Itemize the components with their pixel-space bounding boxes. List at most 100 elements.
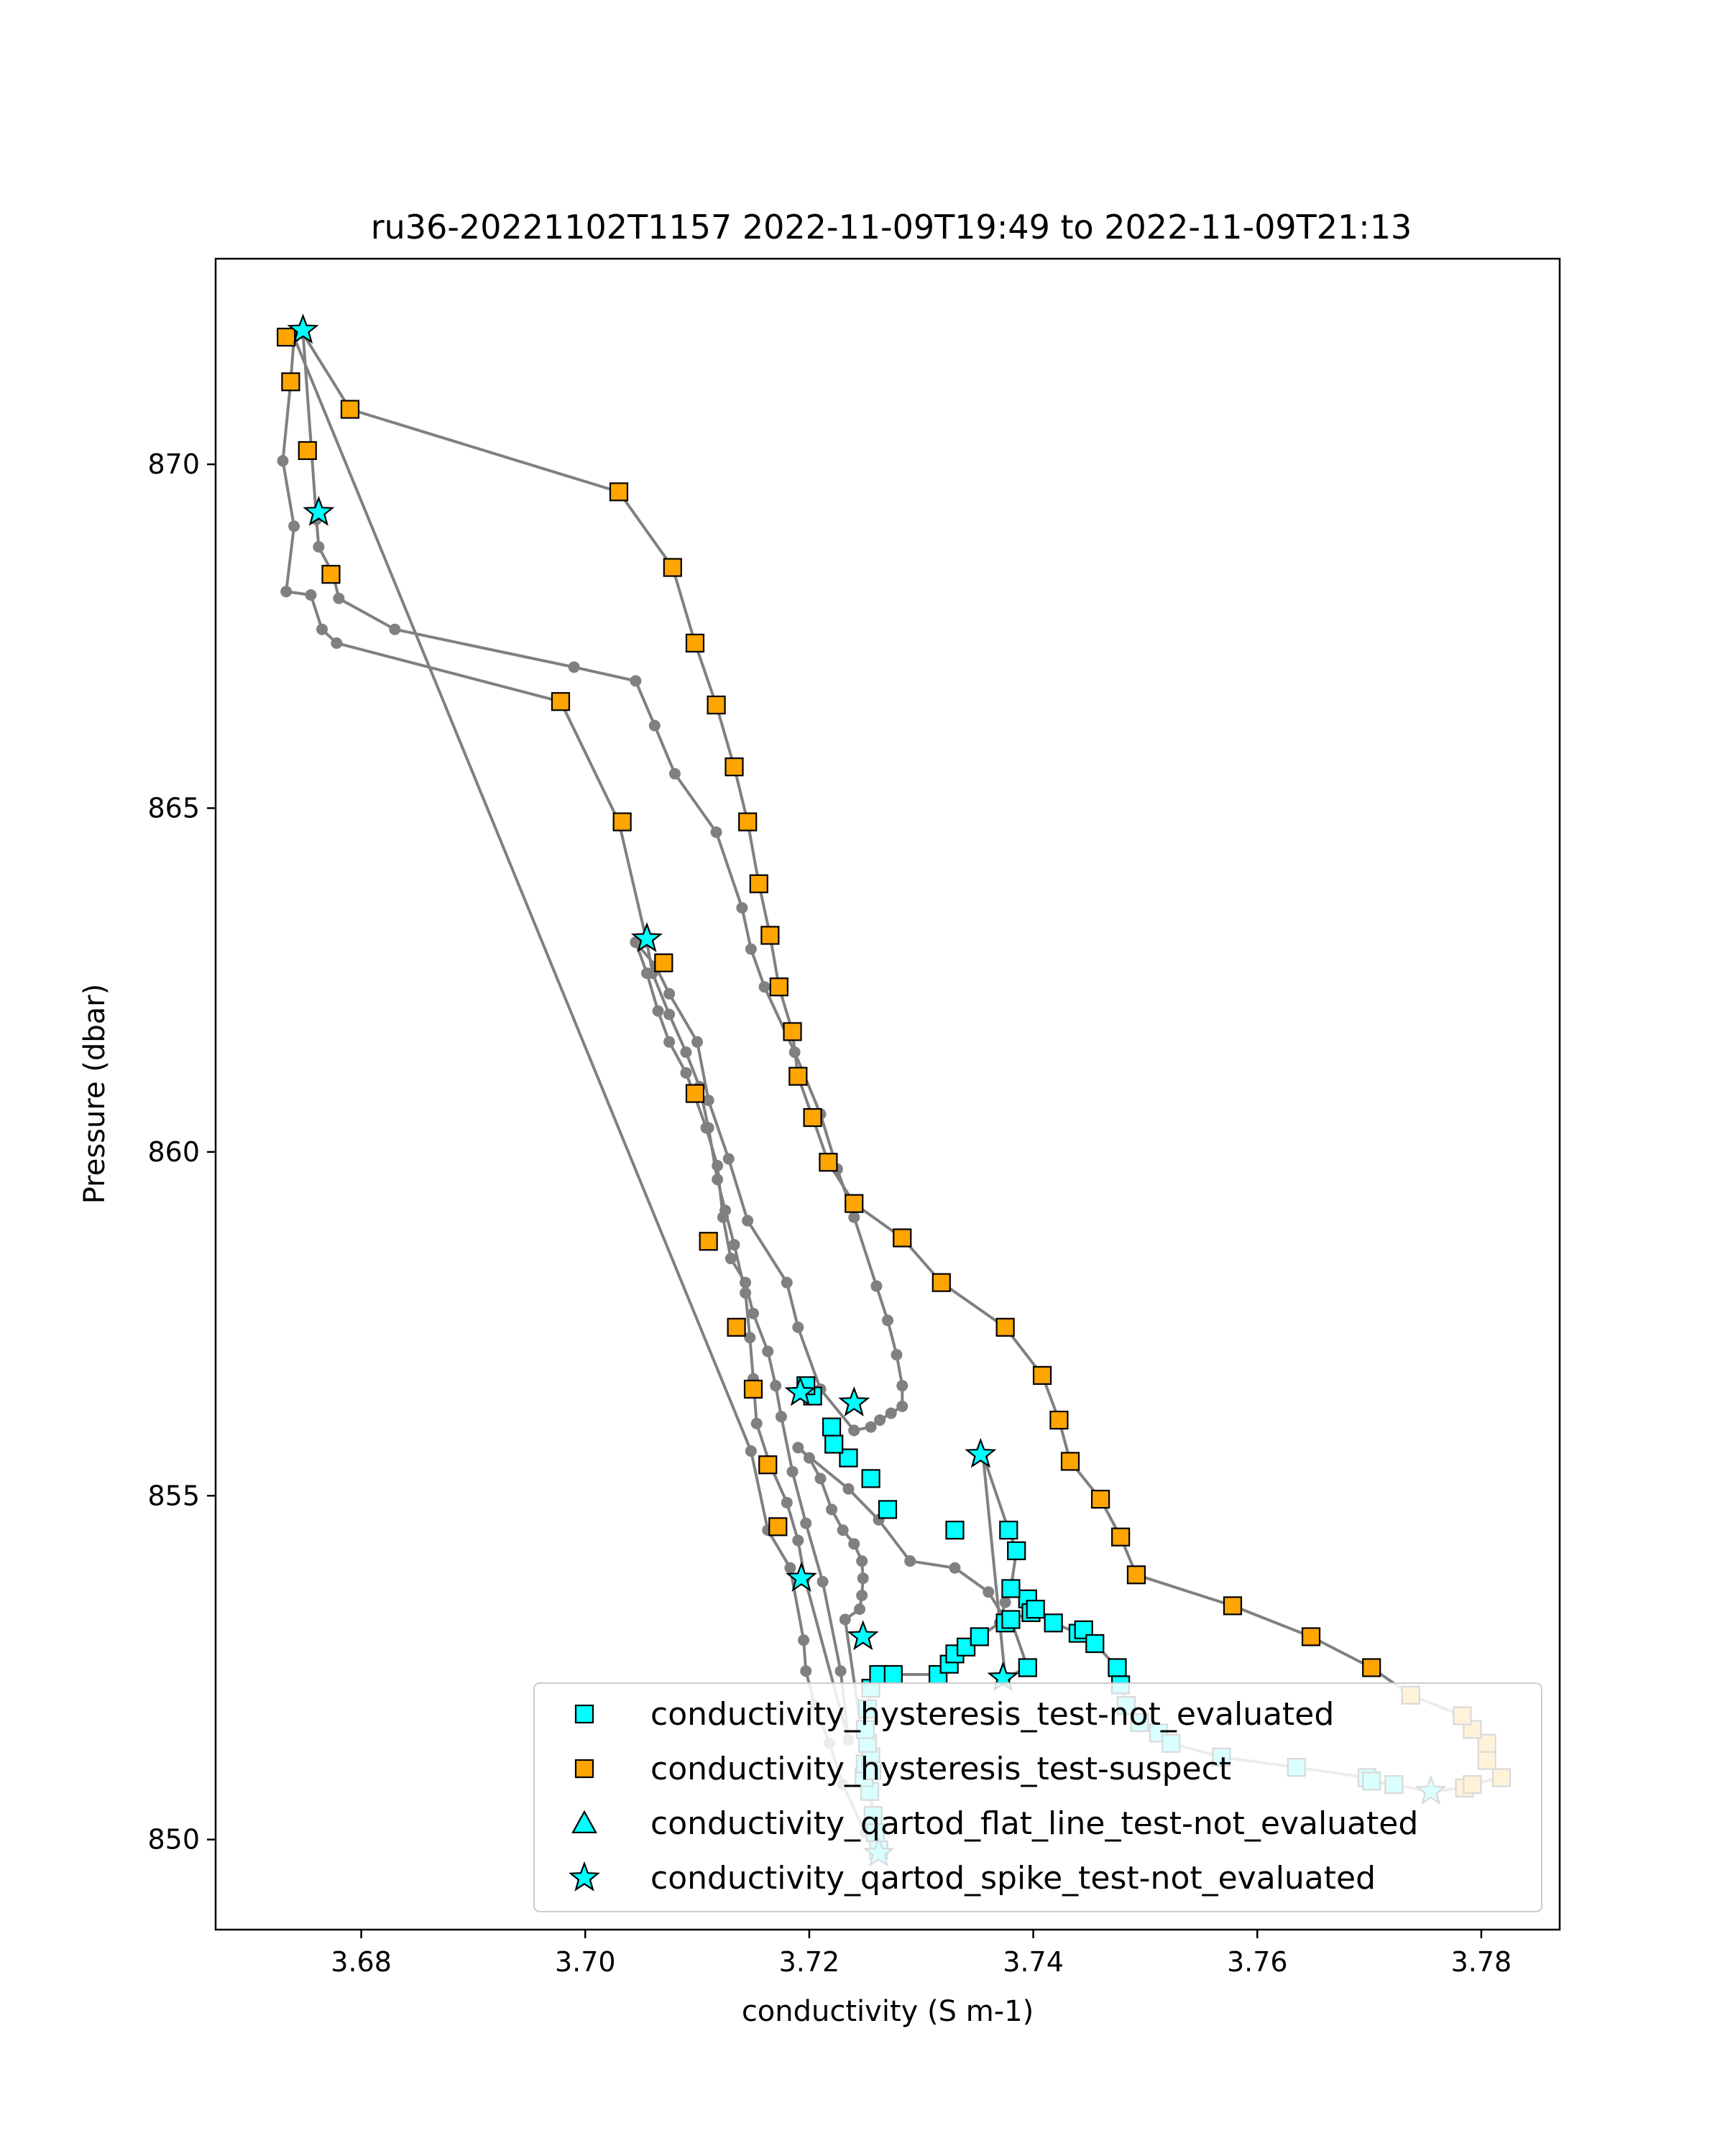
square-marker [609,482,629,502]
square-marker [663,558,682,577]
profile-point [680,1046,692,1059]
series-4 [287,313,1447,1867]
spike-star-marker [847,1620,879,1651]
profile-point [792,1442,804,1454]
profile-point [792,1534,804,1547]
spike-star-marker [786,1561,817,1592]
x-tick-label: 3.74 [1003,1946,1064,1978]
square-marker [1074,1620,1093,1639]
square-marker [1301,1627,1321,1646]
square-marker [970,1627,989,1646]
legend-label: conductivity_qartod_flat_line_test-not_e… [650,1805,1418,1842]
square-marker [1049,1410,1069,1430]
square-marker [298,441,317,461]
square-marker [1090,1489,1110,1509]
square-marker [945,1521,965,1540]
spike-star-marker [965,1437,997,1468]
square-marker [724,757,744,777]
profile-point [826,1503,838,1516]
chart-title: ru36-20221102T1157 2022-11-09T19:49 to 2… [371,208,1412,247]
profile-point [745,943,757,955]
square-marker [932,1273,951,1292]
square-marker [1362,1658,1381,1677]
profile-point [740,1276,752,1289]
profile-point [798,1634,810,1646]
profile-point [748,1307,759,1319]
square-marker [707,695,726,715]
legend-item: conductivity_qartod_spike_test-not_evalu… [569,1860,1376,1897]
square-marker [685,633,705,653]
profile-point [848,1424,860,1437]
profile-point [885,1407,897,1419]
x-tick-label: 3.72 [779,1946,840,1978]
profile-point [803,1452,815,1464]
profile-point [848,1211,860,1223]
profile-point [702,1122,714,1134]
profile-point [710,826,722,838]
profile-point [744,1332,756,1344]
profile-point [842,1483,855,1495]
profile-point [882,1314,893,1327]
profile-point [983,1586,995,1598]
square-marker [654,953,673,972]
spike-star-marker [838,1386,870,1416]
square-marker [743,1379,763,1399]
profile-point [874,1414,886,1427]
square-marker [277,327,296,347]
legend-label: conductivity_hysteresis_test-suspect [650,1751,1231,1787]
profile-point [814,1473,827,1485]
square-marker [803,1107,822,1128]
legend-triangle-marker [571,1810,597,1833]
square-marker [749,874,768,893]
square-marker [845,1194,864,1213]
square-marker [999,1521,1018,1540]
square-marker [321,565,341,584]
square-marker [861,1469,880,1488]
y-tick-label: 870 [147,448,200,480]
legend-item: conductivity_qartod_flat_line_test-not_e… [571,1805,1418,1842]
profile-point [800,1517,812,1529]
y-tick-label: 855 [147,1480,200,1511]
profile-point [719,1204,732,1217]
square-marker [1111,1527,1131,1547]
profile-point [568,661,580,673]
y-tick-label: 860 [147,1136,200,1168]
profile-point [742,1215,754,1227]
profile-point [775,1411,787,1423]
profile-point [904,1555,916,1567]
square-marker [819,1153,838,1172]
square-marker [612,812,632,831]
x-tick-label: 3.70 [555,1946,616,1978]
square-marker [699,1232,718,1251]
square-marker [1085,1634,1105,1654]
profile-point [316,623,328,635]
square-marker [758,1455,778,1475]
square-marker [1018,1658,1037,1677]
profile-point [839,1613,851,1626]
profile-point [712,1174,724,1186]
legend-item: conductivity_hysteresis_test-suspect [574,1751,1231,1787]
profile-point [856,1590,868,1601]
profile-point [740,1287,752,1299]
square-marker [1126,1565,1146,1585]
square-marker [1060,1452,1080,1471]
profile-point [702,1095,714,1107]
square-marker [1032,1365,1052,1385]
spike-star-marker [287,313,319,344]
square-marker [1026,1600,1045,1619]
square-marker [768,1517,788,1537]
profile-point [736,902,748,914]
profile-point [680,1067,692,1079]
legend-box [533,1682,1542,1912]
profile-point [792,1321,804,1333]
profile-point [834,1665,847,1677]
plot-data [277,313,1512,1867]
square-marker [738,812,758,831]
axes: 3.68 3.70 3.72 3.74 3.76 3.78 850 855 860 865 870 [147,448,1512,1978]
square-marker [995,1317,1015,1337]
square-marker [883,1664,903,1685]
profile-point [648,719,661,732]
square-marker [1223,1596,1243,1616]
profile-point [816,1575,829,1588]
